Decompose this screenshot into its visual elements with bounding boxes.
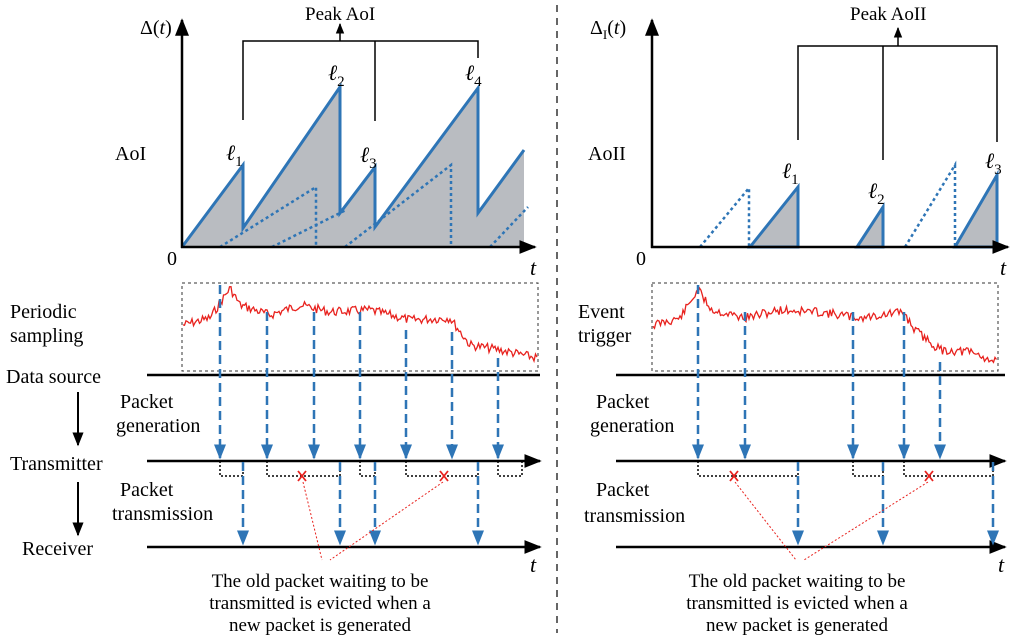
- left-sampling-label-1: Periodic: [10, 301, 77, 323]
- left-signal-trace: [182, 286, 538, 364]
- right-signal-trace: [652, 286, 998, 364]
- left-pipeline: Periodic sampling Data source Packet gen…: [6, 282, 542, 636]
- left-time-label: t: [530, 552, 537, 577]
- left-queue-dotted: [219, 461, 523, 477]
- left-gen-label-2: generation: [116, 415, 200, 437]
- right-evict-pointers: [734, 481, 929, 561]
- right-evict-marks: [729, 470, 934, 482]
- aoi-y-axis-label: Δ(t): [140, 17, 172, 39]
- aoi-peak-1: ℓ1: [226, 140, 243, 170]
- left-sampling-label-2: sampling: [10, 325, 83, 347]
- left-tx-label-1: Packet: [120, 479, 174, 501]
- aoii-peak-1: ℓ1: [782, 158, 799, 188]
- right-sampling-label-2: trigger: [578, 325, 632, 347]
- left-gen-label-1: Packet: [120, 391, 174, 413]
- right-note-line-2: transmitted is evicted when a: [686, 593, 908, 614]
- right-gen-arrows: [692, 285, 946, 460]
- aoii-origin: 0: [636, 248, 646, 270]
- right-tx-label-2: transmission: [584, 505, 685, 527]
- right-note-line-1: The old packet waiting to be: [689, 571, 906, 592]
- right-time-label: t: [998, 552, 1005, 577]
- receiver-label: Receiver: [22, 538, 93, 560]
- aoii-y-axis-label: ΔI(t): [590, 17, 626, 42]
- aoii-peak-2: ℓ2: [868, 178, 885, 208]
- aoi-chart: Δ(t) Peak AoI AoI 0 t ℓ1 ℓ2 ℓ3 ℓ4: [115, 4, 537, 280]
- aoii-metric-label: AoII: [588, 143, 626, 165]
- aoii-peak-3: ℓ3: [985, 148, 1002, 178]
- data-source-label: Data source: [6, 366, 101, 388]
- aoi-x-axis-label: t: [530, 255, 537, 280]
- right-queue-dotted: [697, 461, 994, 477]
- aoi-peak-label: Peak AoI: [305, 4, 375, 25]
- left-evict-marks: [297, 470, 449, 482]
- aoi-peak-bracket: [242, 22, 479, 121]
- aoi-peak-4: ℓ4: [465, 60, 482, 90]
- right-gen-label-1: Packet: [596, 391, 650, 413]
- aoii-dotted-lines: [699, 160, 957, 248]
- aoii-peak-bracket: [797, 26, 998, 160]
- right-pipeline: Event trigger Packet generation Packet t…: [578, 282, 1007, 636]
- left-note-line-1: The old packet waiting to be: [212, 571, 429, 592]
- aoii-x-axis-label: t: [1000, 255, 1007, 280]
- transmitter-label: Transmitter: [10, 453, 103, 475]
- left-gen-arrows: [214, 285, 504, 460]
- aoii-peak-label: Peak AoII: [850, 4, 927, 25]
- left-tx-label-2: transmission: [112, 503, 213, 525]
- aoi-peak-2: ℓ2: [328, 60, 345, 90]
- right-note-line-3: new packet is generated: [706, 615, 888, 636]
- left-note-line-3: new packet is generated: [229, 615, 411, 636]
- right-signal-box: [651, 282, 999, 372]
- left-note-line-2: transmitted is evicted when a: [209, 593, 431, 614]
- right-tx-label-1: Packet: [596, 479, 650, 501]
- aoi-peak-3: ℓ3: [360, 142, 377, 172]
- left-evict-pointers: [302, 481, 444, 561]
- aoi-metric-label: AoI: [115, 143, 146, 165]
- right-gen-label-2: generation: [590, 415, 674, 437]
- aoi-origin: 0: [167, 248, 177, 270]
- aoi-area: [182, 87, 524, 247]
- right-tx-arrows: [792, 462, 999, 546]
- right-sampling-label-1: Event: [578, 301, 625, 323]
- aoii-chart: ΔI(t) Peak AoII AoII 0 t ℓ1 ℓ2 ℓ3: [588, 4, 1010, 280]
- aoi-sawtooth: [180, 82, 526, 248]
